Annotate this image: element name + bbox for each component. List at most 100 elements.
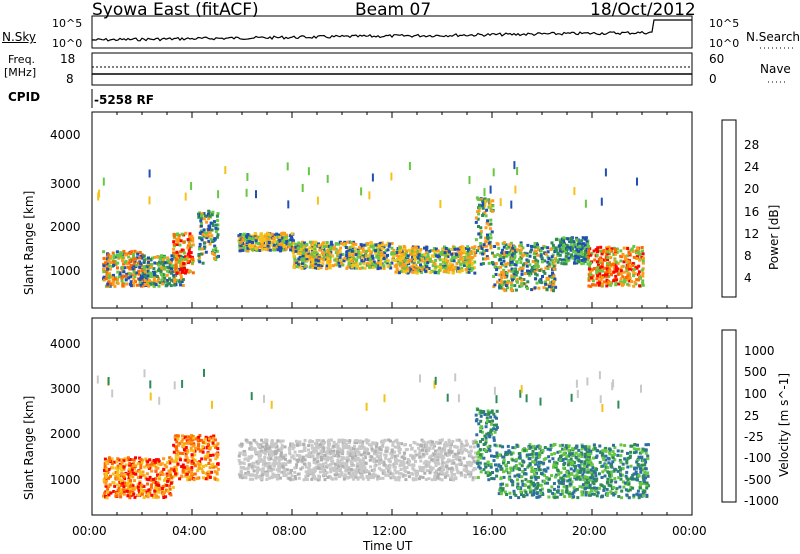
velocity-band-2-cell — [378, 477, 382, 480]
power-band-5-cell — [346, 240, 350, 244]
power-band-6-cell — [432, 254, 436, 258]
velocity-band-0-cell — [114, 474, 118, 478]
power-band-8-cell — [498, 254, 502, 258]
power-band-6-cell — [449, 264, 453, 268]
velocity-band-2-cell — [428, 447, 432, 451]
velocity-band-2-cell — [352, 445, 356, 448]
velocity-band-1-cell — [190, 472, 194, 476]
power-streak — [573, 187, 576, 196]
power-band-10-cell — [595, 268, 599, 272]
power-band-5-cell — [358, 262, 362, 266]
velocity-band-2-cell — [314, 442, 317, 446]
power-band-9-cell — [575, 236, 579, 240]
velocity-band-1-cell — [193, 453, 197, 457]
power-band-4-cell — [285, 239, 289, 243]
velocity-band-2-cell — [338, 460, 342, 463]
vel-cbar-tick-neg1000: -1000 — [744, 494, 779, 508]
power-band-10-cell — [592, 283, 596, 287]
power-band-9-cell — [567, 256, 571, 260]
power-band-5-cell — [318, 248, 322, 252]
velocity-band-2-cell — [302, 478, 306, 482]
power-band-6-cell — [410, 259, 414, 263]
velocity-band-2-cell — [384, 473, 388, 477]
power-band-10-cell — [638, 274, 642, 278]
velocity-band-0-cell — [128, 463, 132, 467]
velocity-band-2-cell — [307, 468, 311, 472]
velocity-band-1-cell — [182, 442, 186, 446]
power-band-3-cell — [197, 256, 201, 260]
power-band-4-cell — [268, 248, 272, 252]
power-band-10-cell — [616, 273, 620, 276]
power-band-1-cell — [163, 265, 167, 269]
power-band-10-cell — [598, 269, 602, 273]
power-ytick-1000: 1000 — [50, 264, 81, 278]
power-band-10-cell — [607, 245, 611, 249]
velocity-band-0-cell — [155, 489, 159, 493]
velocity-band-2-cell — [331, 452, 334, 456]
velocity-band-2-cell — [377, 457, 381, 461]
velocity-band-0-cell — [106, 470, 110, 474]
power-band-5-cell — [347, 254, 351, 258]
power-band-6-cell — [417, 266, 421, 270]
velocity-band-1-cell — [214, 477, 218, 481]
power-band-8-cell — [510, 262, 514, 266]
velocity-band-2-cell — [311, 469, 315, 473]
power-band-6-cell — [473, 260, 477, 264]
power-band-8-cell — [522, 282, 526, 286]
velocity-band-2-cell — [290, 468, 293, 472]
power-band-3-cell — [202, 228, 206, 232]
power-band-10-cell — [608, 261, 611, 265]
power-band-1-cell — [179, 273, 183, 276]
power-band-5-cell — [384, 249, 388, 253]
power-band-8-cell — [519, 248, 523, 252]
velocity-band-0-cell — [123, 457, 127, 461]
velocity-band-2-cell — [404, 478, 408, 482]
power-band-5-cell — [336, 254, 340, 257]
power-band-0-cell — [132, 262, 136, 266]
power-band-9-cell — [557, 244, 561, 248]
velocity-band-0-cell — [104, 474, 108, 478]
power-band-0-cell — [127, 276, 131, 280]
power-band-5-cell — [361, 247, 365, 250]
velocity-band-2-cell — [462, 444, 466, 448]
power-band-3-cell — [214, 248, 217, 252]
velocity-band-1-cell — [207, 446, 211, 450]
velocity-band-0-cell — [127, 484, 131, 488]
power-band-2-cell — [175, 269, 179, 272]
power-band-2-cell — [188, 269, 191, 273]
velocity-band-0-cell — [139, 475, 143, 479]
velocity-band-0-cell — [130, 486, 134, 490]
velocity-band-1-cell — [177, 443, 180, 447]
velocity-band-2-cell — [393, 454, 397, 458]
velocity-band-2-cell — [279, 470, 283, 474]
power-band-8-cell — [507, 269, 511, 273]
power-band-8-cell — [507, 245, 511, 249]
power-band-0-cell — [137, 269, 141, 273]
power-band-9-cell — [577, 242, 580, 246]
power-band-5-cell — [334, 247, 338, 251]
velocity-band-2-cell — [346, 456, 349, 460]
power-band-8-cell — [505, 251, 509, 254]
power-band-2-cell — [188, 232, 192, 236]
power-band-6-cell — [458, 270, 462, 274]
velocity-band-2-cell — [402, 466, 406, 470]
velocity-band-0-cell — [148, 475, 152, 479]
power-band-1-cell — [157, 263, 161, 267]
velocity-band-2-cell — [339, 463, 343, 467]
velocity-band-0-cell — [118, 478, 122, 482]
power-band-2-cell — [179, 267, 183, 271]
power-band-0-cell — [117, 275, 121, 279]
velocity-band-0-cell — [122, 490, 126, 494]
power-band-6-cell — [439, 263, 443, 267]
power-band-10-cell — [604, 271, 607, 275]
power-band-4-cell — [290, 245, 293, 248]
velocity-band-0-cell — [111, 472, 115, 476]
velocity-band-2-cell — [264, 450, 267, 454]
power-band-7-cell — [479, 235, 483, 239]
velocity-band-2-cell — [354, 454, 358, 458]
velocity-band-1-cell — [180, 475, 184, 479]
velocity-band-2-cell — [296, 443, 300, 447]
power-band-6-cell — [433, 250, 437, 254]
velocity-band-2-cell — [468, 474, 472, 478]
power-band-8-cell — [504, 243, 508, 247]
